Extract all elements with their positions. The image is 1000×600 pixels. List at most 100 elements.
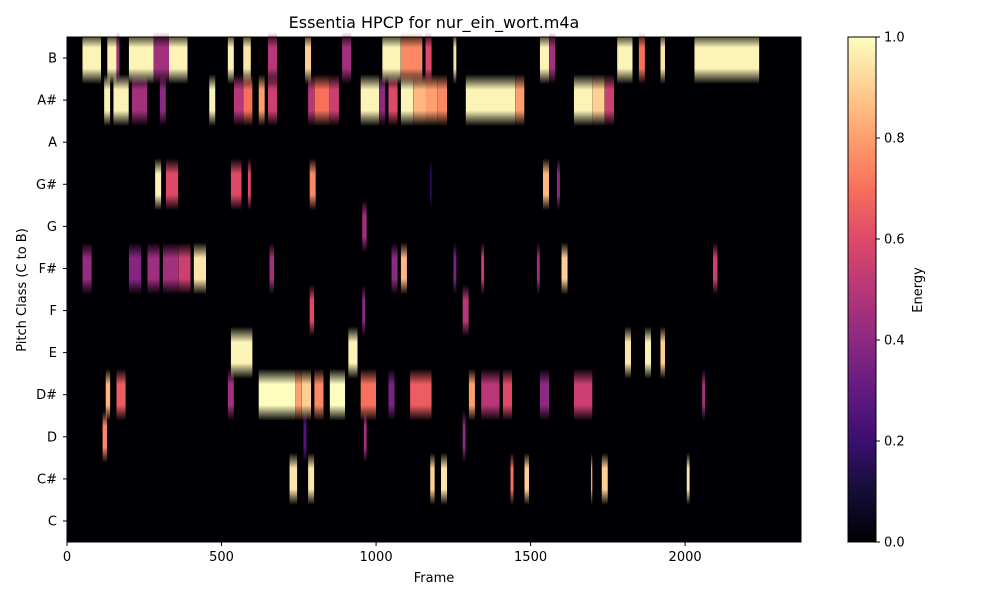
y-axis-label: Pitch Class (C to B) (15, 228, 30, 352)
heat-cell-B (660, 31, 666, 85)
heat-cell-Asharp (258, 74, 265, 127)
heat-cell-B (453, 31, 457, 85)
heat-cell-Fsharp (269, 242, 275, 295)
heat-cell-B (168, 31, 188, 85)
y-tick-label: F# (39, 262, 57, 277)
heat-cell-Asharp (308, 74, 315, 127)
x-tick-label: 1500 (514, 550, 547, 565)
heat-cell-D (102, 410, 108, 463)
heat-cell-Csharp (524, 452, 530, 505)
heat-cell-B (549, 31, 556, 85)
heat-cell-Csharp (308, 452, 315, 505)
heat-cell-Dsharp (329, 368, 346, 421)
heat-cell-Gsharp (430, 158, 432, 211)
heat-cell-B (617, 31, 633, 85)
heat-cell-G (362, 200, 367, 253)
heat-cell-B (400, 31, 423, 85)
heat-cell-Fsharp (391, 242, 398, 295)
heat-cell-B (694, 31, 760, 85)
heat-cell-Asharp (233, 74, 244, 127)
heat-cell-Asharp (113, 74, 129, 127)
colorbar-bar (847, 36, 877, 543)
heat-cell-Dsharp (573, 368, 593, 421)
heat-cell-E (660, 326, 666, 379)
heat-cell-Csharp (440, 452, 448, 505)
heat-cell-Fsharp (400, 242, 407, 295)
heat-cell-Asharp (104, 74, 111, 127)
y-tick-label: E (49, 346, 57, 361)
heat-cell-Fsharp (536, 242, 540, 295)
heat-cell-B (539, 31, 550, 85)
heat-cell-Dsharp (502, 368, 513, 421)
heat-cell-E (348, 326, 358, 379)
heat-cell-Fsharp (193, 242, 207, 295)
heat-cell-Dsharp (258, 368, 296, 421)
y-tick-label: D# (36, 388, 57, 403)
heat-cell-Fsharp (82, 242, 92, 295)
y-tick-label: A# (37, 94, 57, 109)
x-tick-label: 2000 (669, 550, 702, 565)
heat-cell-Dsharp (481, 368, 500, 421)
heat-cell-Asharp (131, 74, 148, 127)
heat-cell-B (425, 31, 432, 85)
heat-cell-Dsharp (410, 368, 432, 421)
colorbar-tick-label: 0.0 (884, 536, 905, 551)
heat-cell-Csharp (601, 452, 608, 505)
heat-cell-F (462, 284, 469, 337)
heat-cell-Asharp (360, 74, 380, 127)
heat-cell-D (363, 410, 367, 463)
heat-cell-Fsharp (481, 242, 485, 295)
heat-cell-Dsharp (702, 368, 706, 421)
heat-cell-B (267, 31, 278, 85)
heat-cell-Dsharp (227, 368, 234, 421)
heat-cell-Asharp (573, 74, 593, 127)
heat-cell-Dsharp (314, 368, 324, 421)
heat-cell-B (107, 31, 117, 85)
heat-cell-Asharp (159, 74, 166, 127)
heat-cell-Csharp (430, 452, 435, 505)
y-tick-label: D (47, 430, 57, 445)
heat-cell-B (128, 31, 154, 85)
heat-cell-B (382, 31, 401, 85)
heat-cell-Asharp (515, 74, 525, 127)
heat-cell-E (644, 326, 652, 379)
heat-cell-F (362, 284, 366, 337)
heat-cell-Dsharp (539, 368, 550, 421)
heat-cell-Gsharp (230, 158, 242, 211)
x-axis: 0 500 1000 1500 2000 (63, 542, 702, 565)
colorbar-label: Energy (911, 267, 926, 313)
heat-cell-B (82, 31, 101, 85)
heat-cell-Fsharp (712, 242, 718, 295)
heat-cell-Gsharp (556, 158, 560, 211)
heat-cell-Asharp (437, 74, 448, 127)
heat-cell-Gsharp (309, 158, 316, 211)
heat-cell-Dsharp (116, 368, 126, 421)
colorbar-tick-label: 0.2 (884, 435, 905, 450)
heat-cell-Fsharp (147, 242, 160, 295)
x-tick-label: 1000 (360, 550, 393, 565)
heat-cell-B (116, 31, 120, 85)
plot-frame (66, 36, 802, 543)
heat-cell-Gsharp (165, 158, 179, 211)
y-axis: C C# D D# E F F# G G# A A# B (36, 52, 67, 529)
heat-cell-D (303, 410, 307, 463)
heat-cell-Asharp (314, 74, 330, 127)
colorbar-tick-label: 0.6 (884, 233, 905, 248)
heat-cell-Asharp (413, 74, 426, 127)
heat-cell-Asharp (465, 74, 516, 127)
heat-cell-Asharp (425, 74, 438, 127)
heat-cell-B (243, 31, 251, 85)
heat-cell-Csharp (510, 452, 514, 505)
heat-cell-Asharp (604, 74, 615, 127)
heat-cell-B (638, 31, 645, 85)
x-axis-label: Frame (414, 571, 455, 586)
heat-cell-Gsharp (542, 158, 550, 211)
heat-cell-F (309, 284, 315, 337)
y-tick-label: C (48, 514, 57, 529)
heat-cell-Fsharp (178, 242, 191, 295)
heat-cell-Asharp (592, 74, 605, 127)
heat-cell-Csharp (686, 452, 690, 505)
colorbar-tick-label: 0.8 (884, 132, 905, 147)
y-tick-label: G (47, 220, 57, 235)
